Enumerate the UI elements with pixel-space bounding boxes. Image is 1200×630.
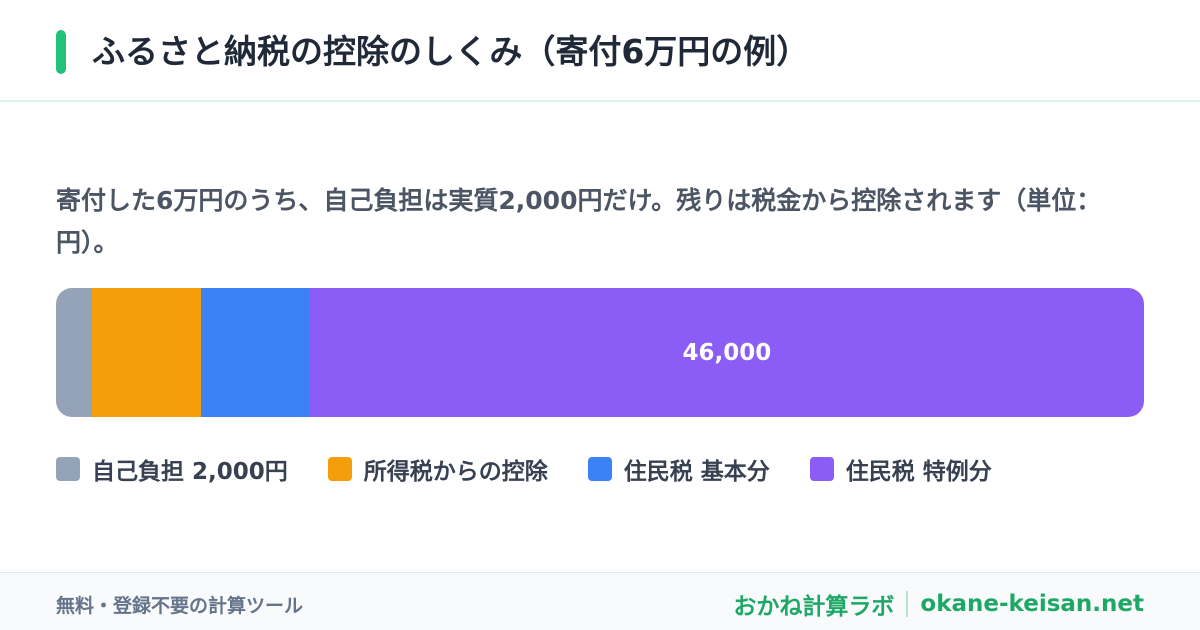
separator [906, 591, 909, 617]
chart-title: ふるさと納税の控除のしくみ（寄付6万円の例） [92, 32, 810, 71]
brand-name: おかね計算ラボ [733, 594, 895, 620]
legend-swatch [327, 457, 352, 481]
header: ふるさと納税の控除のしくみ（寄付6万円の例） [0, 0, 1200, 102]
legend-swatch [587, 457, 612, 481]
accent-bar [56, 30, 66, 74]
footer-note: 無料・登録不要の計算ツール [56, 595, 304, 617]
legend-swatch [56, 457, 80, 481]
bar-segment [56, 288, 93, 417]
legend-item: 住民税 基本分 [587, 452, 770, 486]
stacked-bar: 46,000 [56, 288, 1144, 417]
legend-label: 自己負担 2,000円 [92, 459, 288, 485]
bar-segment [201, 288, 310, 417]
footer: 無料・登録不要の計算ツール おかね計算ラボ okane-keisan.net [0, 572, 1200, 630]
legend-label: 住民税 基本分 [623, 459, 770, 485]
legend-item: 住民税 特例分 [809, 452, 992, 486]
legend-item: 自己負担 2,000円 [56, 452, 288, 486]
bar-segment [92, 288, 202, 417]
subtitle: 寄付した6万円のうち、自己負担は実質2,000円だけ。残りは税金から控除されます… [56, 186, 1102, 257]
site-url: okane-keisan.net [920, 591, 1144, 617]
legend: 自己負担 2,000円 所得税からの控除 住民税 基本分 住民税 特例分 [56, 452, 992, 486]
data-label: 46,000 [682, 339, 772, 366]
legend-item: 所得税からの控除 [327, 452, 548, 486]
legend-swatch [809, 457, 834, 481]
brand: おかね計算ラボ okane-keisan.net [733, 587, 1144, 621]
legend-label: 所得税からの控除 [363, 459, 548, 485]
bar-segment: 46,000 [309, 288, 1144, 417]
legend-label: 住民税 特例分 [845, 459, 992, 485]
